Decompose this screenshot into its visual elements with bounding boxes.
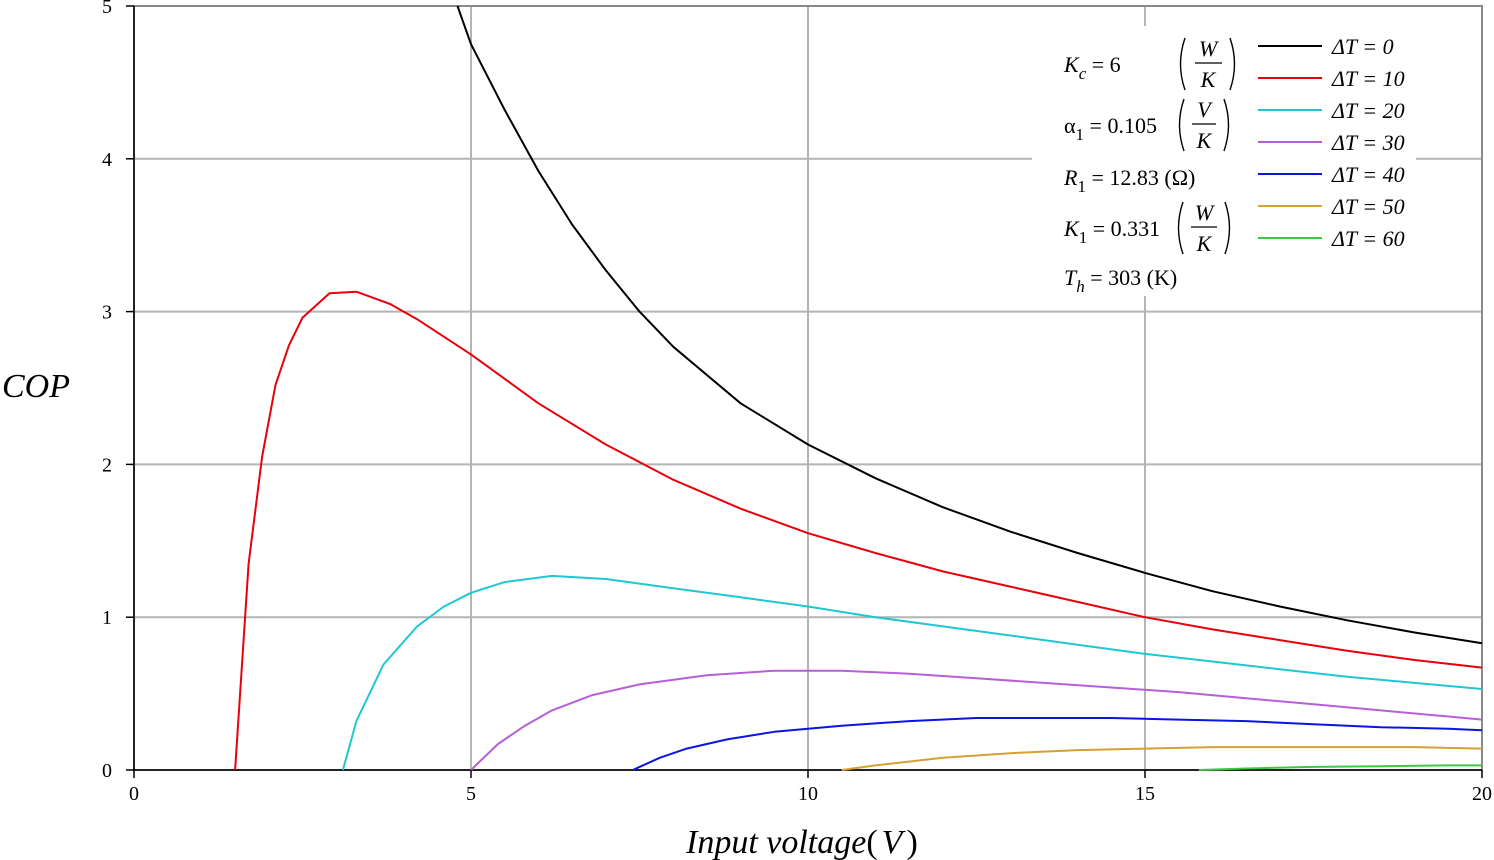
series-line-dt-0 [456, 5, 1483, 645]
y-tick-label-0: 0 [102, 760, 112, 782]
series-line-dt-40 [632, 717, 1483, 771]
parameter-annotations: Kc = 6 W K α1 = 0.105 V K R1 = 12.83 (Ω)… [1063, 36, 1236, 296]
x-tick-label-3: 15 [1135, 783, 1155, 805]
axis-ticks: 0 5 10 15 20 0 1 2 3 4 5 [102, 0, 1492, 805]
x-tick-label-2: 10 [798, 783, 818, 805]
svg-text:K: K [1196, 128, 1213, 153]
series-line-dt-50 [841, 746, 1483, 771]
x-tick-label-0: 0 [129, 783, 139, 805]
series-line-dt-30 [470, 669, 1483, 771]
legend-label-dt-30: ΔT = 30 [1331, 130, 1405, 155]
y-tick-label-3: 3 [102, 302, 112, 324]
x-axis-title-text: Input voltage [685, 824, 866, 860]
annotation-kc: Kc = 6 W K [1063, 36, 1236, 92]
svg-text:K: K [1200, 67, 1217, 92]
legend-label-dt-40: ΔT = 40 [1331, 162, 1405, 187]
annotation-alpha1: α1 = 0.105 V K [1064, 97, 1230, 153]
series-lines [234, 5, 1483, 771]
legend-background [1032, 26, 1416, 296]
y-tick-label-2: 2 [102, 454, 112, 476]
annotation-th: Th = 303 (K) [1064, 265, 1177, 296]
annotation-backdrop [1032, 26, 1260, 296]
x-axis-unit: V [882, 824, 907, 860]
series-line-dt-20 [341, 574, 1483, 771]
y-axis-title: COP [2, 368, 70, 405]
svg-text:K: K [1196, 231, 1213, 256]
svg-text:α1 = 0.105: α1 = 0.105 [1064, 113, 1157, 144]
legend-label-dt-20: ΔT = 20 [1331, 98, 1405, 123]
legend-label-dt-10: ΔT = 10 [1331, 66, 1405, 91]
y-tick-label-1: 1 [102, 607, 112, 629]
svg-text:V: V [1197, 97, 1213, 122]
annotation-k1: K1 = 0.331 W K [1063, 200, 1231, 256]
legend-label-dt-60: ΔT = 60 [1331, 226, 1405, 251]
svg-text:W: W [1199, 36, 1219, 61]
x-axis-title: Input voltage(V) [685, 824, 918, 860]
y-tick-label-4: 4 [102, 149, 112, 171]
y-tick-label-5: 5 [102, 0, 112, 18]
svg-text:Th = 303 (K): Th = 303 (K) [1064, 265, 1177, 296]
series-line-dt-60 [1198, 764, 1482, 771]
svg-text:K1 = 0.331: K1 = 0.331 [1063, 216, 1160, 247]
legend-label-dt-50: ΔT = 50 [1331, 194, 1405, 219]
x-tick-label-4: 20 [1472, 783, 1492, 805]
series-line-dt-10 [234, 290, 1483, 771]
x-tick-label-1: 5 [466, 783, 476, 805]
legend: ΔT = 0 ΔT = 10 ΔT = 20 ΔT = 30 ΔT = 40 ΔT = 5… [1258, 34, 1405, 251]
svg-text:W: W [1195, 200, 1215, 225]
svg-text:Kc = 6: Kc = 6 [1063, 52, 1121, 83]
svg-text:R1 = 12.83 (Ω): R1 = 12.83 (Ω) [1063, 165, 1195, 196]
legend-label-dt-0: ΔT = 0 [1331, 34, 1394, 59]
annotation-r1: R1 = 12.83 (Ω) [1063, 165, 1195, 196]
